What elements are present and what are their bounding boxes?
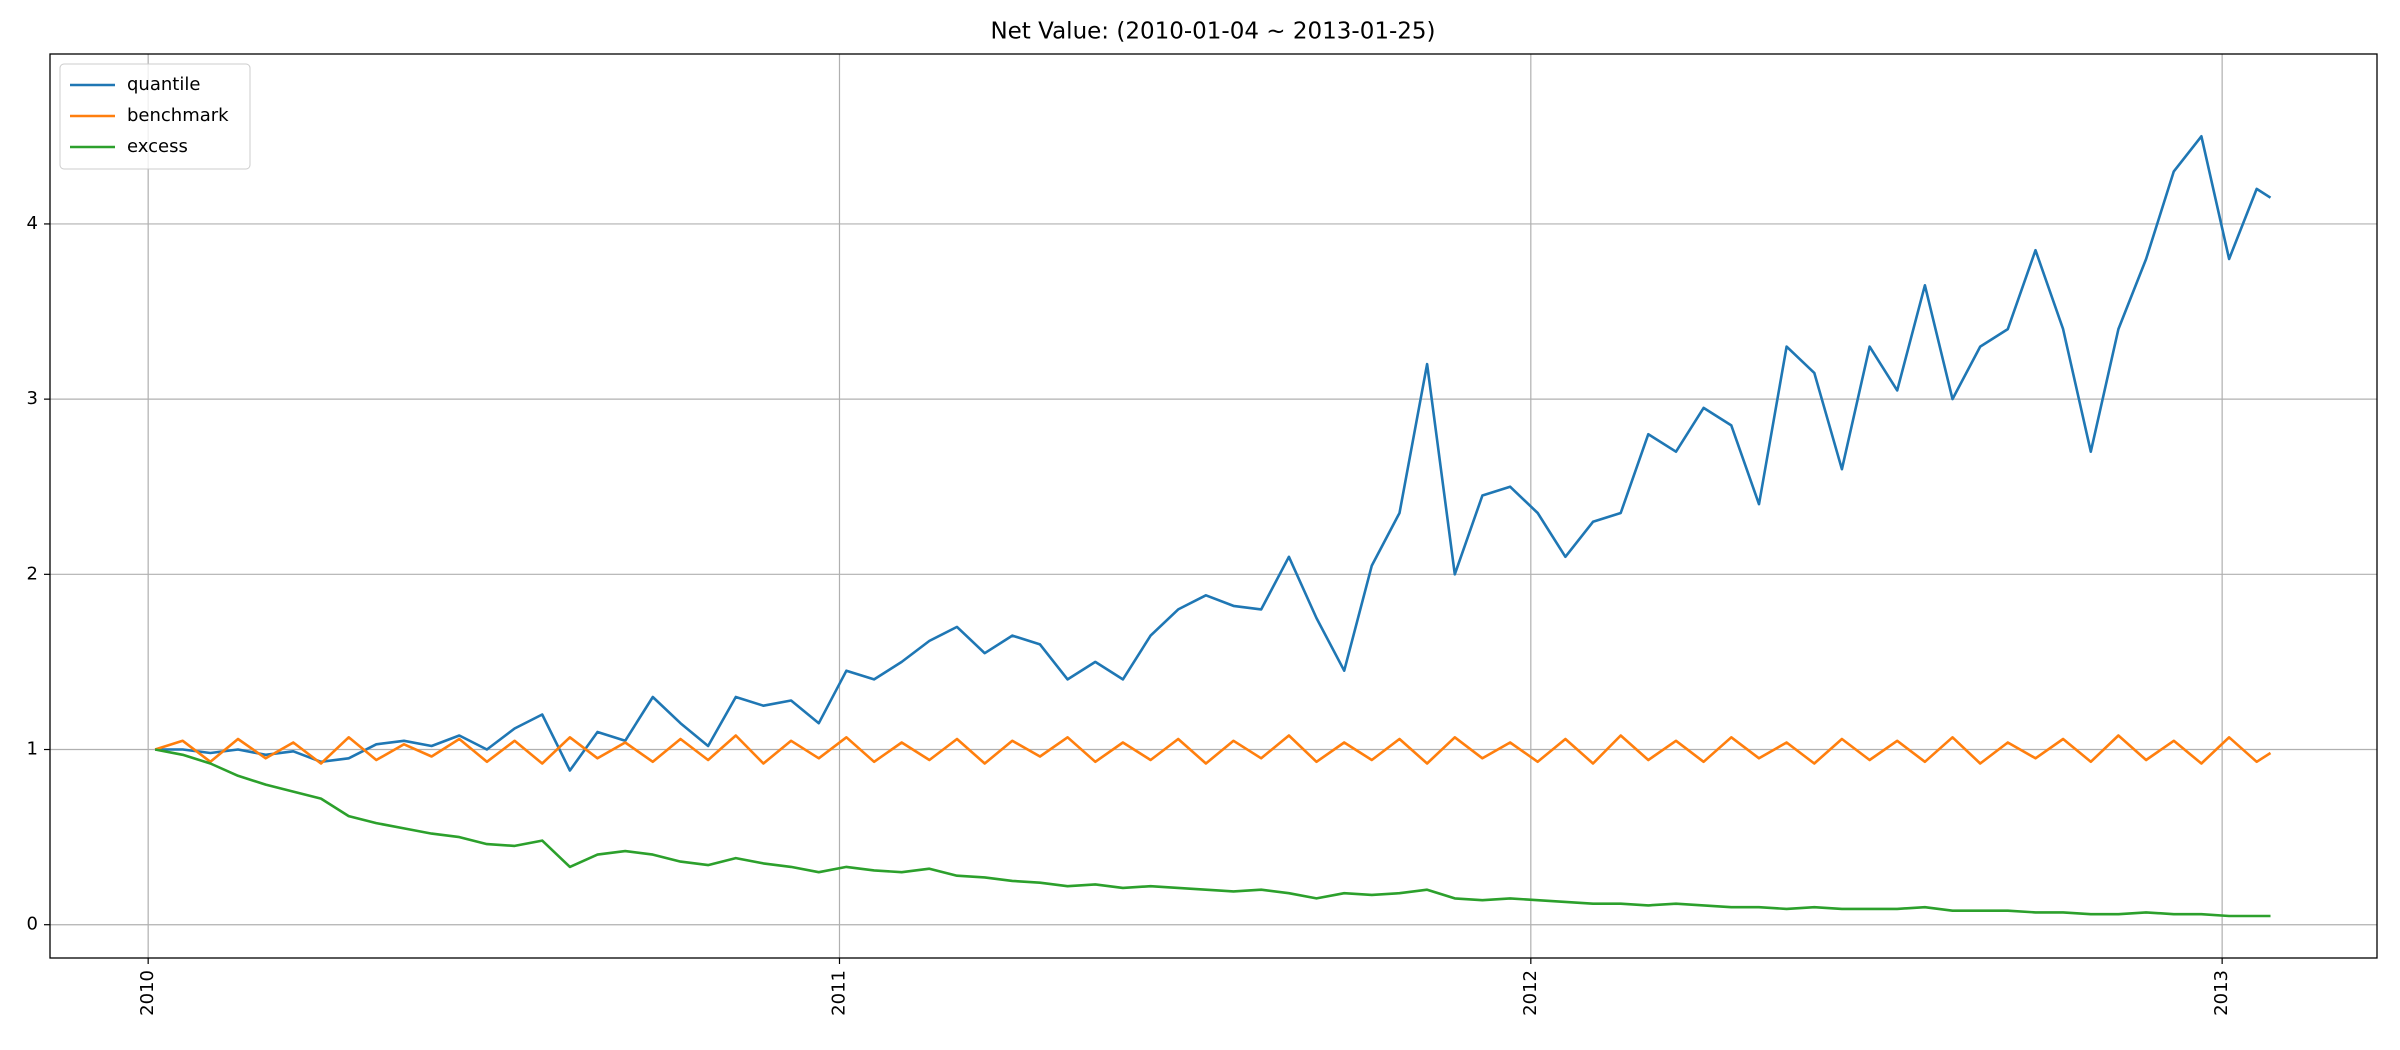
y-tick-label: 3 — [27, 388, 38, 409]
legend-label: benchmark — [127, 105, 229, 126]
x-tick-label: 2010 — [137, 970, 158, 1016]
y-tick-label: 1 — [27, 739, 38, 760]
series-line — [154, 748, 2271, 918]
legend-label: quantile — [127, 74, 200, 95]
chart-title: Net Value: (2010-01-04 ~ 2013-01-25) — [990, 19, 1435, 45]
x-tick-label: 2011 — [828, 970, 849, 1016]
legend-label: excess — [127, 136, 188, 157]
y-tick-label: 0 — [27, 914, 38, 935]
y-tick-label: 4 — [27, 213, 38, 234]
x-tick-label: 2012 — [1520, 970, 1541, 1016]
x-tick-label: 2013 — [2211, 970, 2232, 1016]
plot-frame — [49, 53, 2378, 959]
legend-box — [59, 63, 251, 170]
series-line — [154, 734, 2272, 765]
series-line — [155, 135, 2272, 772]
y-tick-label: 2 — [27, 563, 38, 584]
